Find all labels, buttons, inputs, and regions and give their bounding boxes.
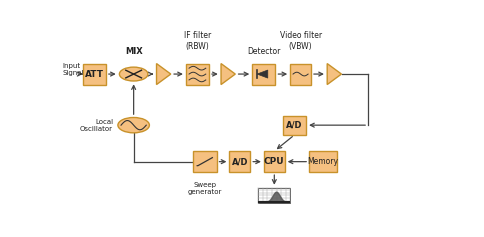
FancyBboxPatch shape <box>252 64 275 85</box>
Circle shape <box>118 118 150 133</box>
Text: Sweep
generator: Sweep generator <box>188 182 222 195</box>
Text: A/D: A/D <box>231 157 248 166</box>
FancyBboxPatch shape <box>309 151 337 172</box>
FancyBboxPatch shape <box>229 151 250 172</box>
Text: A/D: A/D <box>287 121 303 130</box>
Text: Detector: Detector <box>247 47 281 56</box>
Text: Local
Oscillator: Local Oscillator <box>80 119 113 132</box>
FancyBboxPatch shape <box>186 64 209 85</box>
Polygon shape <box>257 70 268 78</box>
FancyBboxPatch shape <box>258 188 290 203</box>
FancyBboxPatch shape <box>258 201 290 203</box>
Circle shape <box>120 67 148 81</box>
Text: Input
Signal: Input Signal <box>62 63 84 76</box>
FancyBboxPatch shape <box>193 151 216 172</box>
Text: Memory: Memory <box>307 157 339 166</box>
FancyBboxPatch shape <box>264 151 285 172</box>
FancyBboxPatch shape <box>283 115 306 135</box>
FancyBboxPatch shape <box>290 64 311 85</box>
FancyBboxPatch shape <box>83 64 106 85</box>
Polygon shape <box>327 64 341 85</box>
Text: IF filter
(RBW): IF filter (RBW) <box>184 31 211 51</box>
Text: CPU: CPU <box>264 157 285 166</box>
Text: ATT: ATT <box>85 70 104 78</box>
Polygon shape <box>221 64 235 85</box>
Text: Video filter
(VBW): Video filter (VBW) <box>279 31 322 51</box>
Text: MIX: MIX <box>125 47 142 56</box>
Polygon shape <box>156 64 171 85</box>
